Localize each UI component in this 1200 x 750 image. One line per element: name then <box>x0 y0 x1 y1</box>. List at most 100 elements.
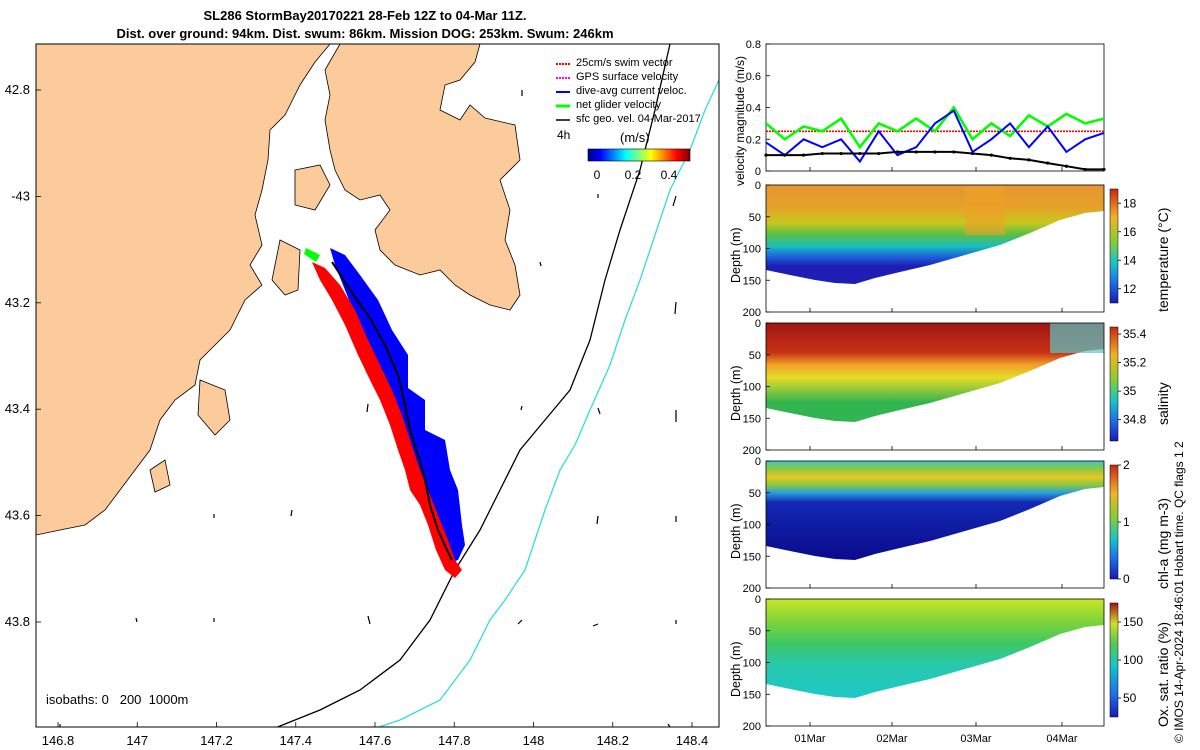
velocity-point <box>820 151 824 156</box>
map-xtick-label: 147 <box>126 733 148 748</box>
depth-tick-label: 0 <box>755 180 761 192</box>
isobaths-label: isobaths: 0 200 1000m <box>46 692 188 707</box>
cbar-tick-label: 0 <box>1123 572 1130 586</box>
cbar-tick-label: 150 <box>1123 615 1143 629</box>
velocity-point <box>858 151 862 156</box>
land-island-4 <box>149 459 171 493</box>
chl-a-colorbar <box>1109 464 1119 580</box>
depth-tick-label: 50 <box>749 626 761 638</box>
velocity-point <box>933 150 937 154</box>
chl-a-cbar-label: chl-a (mg m-3) <box>1155 497 1171 589</box>
depth-tick-label: 150 <box>743 689 761 701</box>
oxygen-axis-ticks: 0 50 100 150 200 50 100 150 <box>743 594 1144 733</box>
salinity-fresh-patch <box>1050 323 1104 353</box>
cbar-tick-label: 14 <box>1123 253 1137 267</box>
time-tick-label: 01Mar <box>794 733 826 745</box>
depth-tick-label: 150 <box>743 275 761 287</box>
velocity-series <box>764 105 1106 172</box>
map-xtick-label: 146.8 <box>42 733 75 748</box>
depth-tick-label: 200 <box>743 583 761 595</box>
cbar-tick-label: 100 <box>1123 653 1143 667</box>
cbar-tick-label: 34.8 <box>1123 413 1147 427</box>
velocity-plot-frame <box>765 43 1105 172</box>
map-axis-ticks: 146.8 147 147.2 147.4 147.6 147.8 148 148.2 148.… <box>5 82 709 748</box>
chl-a-ylabel: Depth (m) <box>729 503 743 559</box>
legend-label-net-glider: net glider velocity <box>576 99 661 111</box>
time-tick-label: 02Mar <box>876 733 908 745</box>
map-ytick-label: 43.6 <box>5 508 30 523</box>
depth-tick-label: 0 <box>755 594 761 606</box>
cbar-tick-label: 35 <box>1123 384 1137 398</box>
velocity-point <box>1046 161 1050 165</box>
velocity-point <box>801 153 806 157</box>
velocity-point <box>1064 164 1069 168</box>
land-island-1 <box>294 164 331 211</box>
time-tick-label: 03Mar <box>960 733 992 745</box>
map-legend: 25cm/s swim vector GPS surface velocity … <box>556 57 701 182</box>
depth-tick-label: 150 <box>743 413 761 425</box>
oxygen-cbar-label: Ox. sat. ratio (%) <box>1155 621 1171 727</box>
velocity-point <box>1008 156 1012 160</box>
colorbar-tick-2: 0.4 <box>661 168 678 182</box>
map-xtick-label: 148.2 <box>596 733 629 748</box>
velocity-point <box>952 150 956 154</box>
map-xtick-label: 147.2 <box>200 733 233 748</box>
cbar-tick-label: 50 <box>1123 691 1137 705</box>
velocity-point <box>895 150 900 154</box>
map-frame <box>35 43 720 728</box>
copyright-side-note: © IMOS 14-Apr-2024 18:46:01 Hobart time.… <box>1172 441 1186 743</box>
depth-tick-label: 200 <box>743 445 761 457</box>
depth-tick-label: 50 <box>749 488 761 500</box>
map-ytick-label: -43 <box>11 188 30 203</box>
land-island-2 <box>271 239 301 296</box>
chl-a-axis-ticks: 0 50 100 150 200 0 1 2 <box>743 456 1130 595</box>
depth-tick-label: 100 <box>743 244 761 256</box>
depth-tick-label: 150 <box>743 551 761 563</box>
map-xtick-label: 148.4 <box>676 733 709 748</box>
legend-label-dive-avg: dive-avg current veloc. <box>576 85 687 97</box>
map-ytick-label: 42.8 <box>5 82 30 97</box>
velocity-axis-ticks: 0 0.2 0.4 0.6 0.8 <box>746 39 770 178</box>
velocity-point <box>970 151 975 156</box>
map-ytick-label: 43.4 <box>5 401 30 416</box>
legend-label-swim-vector: 25cm/s swim vector <box>576 57 673 69</box>
velocity-point <box>839 151 843 156</box>
salinity-axis-ticks: 0 50 100 150 200 34.8 35 35.2 35.4 <box>743 318 1147 457</box>
map-xtick-label: 147.8 <box>438 733 471 748</box>
cbar-tick-label: 1 <box>1123 515 1130 529</box>
cbar-tick-label: 18 <box>1123 196 1137 210</box>
speed-colorbar <box>587 148 691 162</box>
cbar-tick-label: 2 <box>1123 458 1130 472</box>
colorbar-tick-0: 0 <box>594 168 601 182</box>
velocity-ytick-label: 0.2 <box>746 134 761 146</box>
map-xtick-label: 147.4 <box>279 733 312 748</box>
depth-tick-label: 100 <box>743 382 761 394</box>
land-island-3 <box>197 379 231 436</box>
legend-label-gps-velocity: GPS surface velocity <box>576 71 679 83</box>
temperature-field <box>766 185 1104 284</box>
land-tasman-peninsula <box>324 44 521 311</box>
depth-tick-label: 100 <box>743 520 761 532</box>
salinity-cbar-label: salinity <box>1155 382 1171 425</box>
cbar-tick-label: 16 <box>1123 225 1137 239</box>
swim-vector-swath <box>312 262 462 578</box>
salinity-colorbar <box>1109 326 1119 442</box>
time-marker-label: 4h <box>557 128 570 142</box>
velocity-ytick-label: 0.6 <box>746 71 761 83</box>
oxygen-ylabel: Depth (m) <box>729 641 743 697</box>
map-xtick-label: 147.6 <box>359 733 392 748</box>
velocity-point <box>1027 158 1031 162</box>
velocity-point <box>764 153 768 157</box>
salinity-ylabel: Depth (m) <box>729 365 743 421</box>
temperature-cbar-label: temperature (°C) <box>1155 207 1171 312</box>
velocity-point <box>914 150 918 154</box>
temperature-axis-ticks: 0 50 100 150 200 12 14 16 18 <box>743 180 1137 319</box>
time-tick-label: 04Mar <box>1046 733 1078 745</box>
map-ytick-label: 43.8 <box>5 614 30 629</box>
velocity-point <box>1102 167 1106 172</box>
isobath-1000m <box>376 79 719 727</box>
map-xtick-label: 148 <box>523 733 545 748</box>
depth-tick-label: 200 <box>743 721 761 733</box>
net-glider-vector <box>304 248 320 262</box>
depth-tick-label: 0 <box>755 456 761 468</box>
